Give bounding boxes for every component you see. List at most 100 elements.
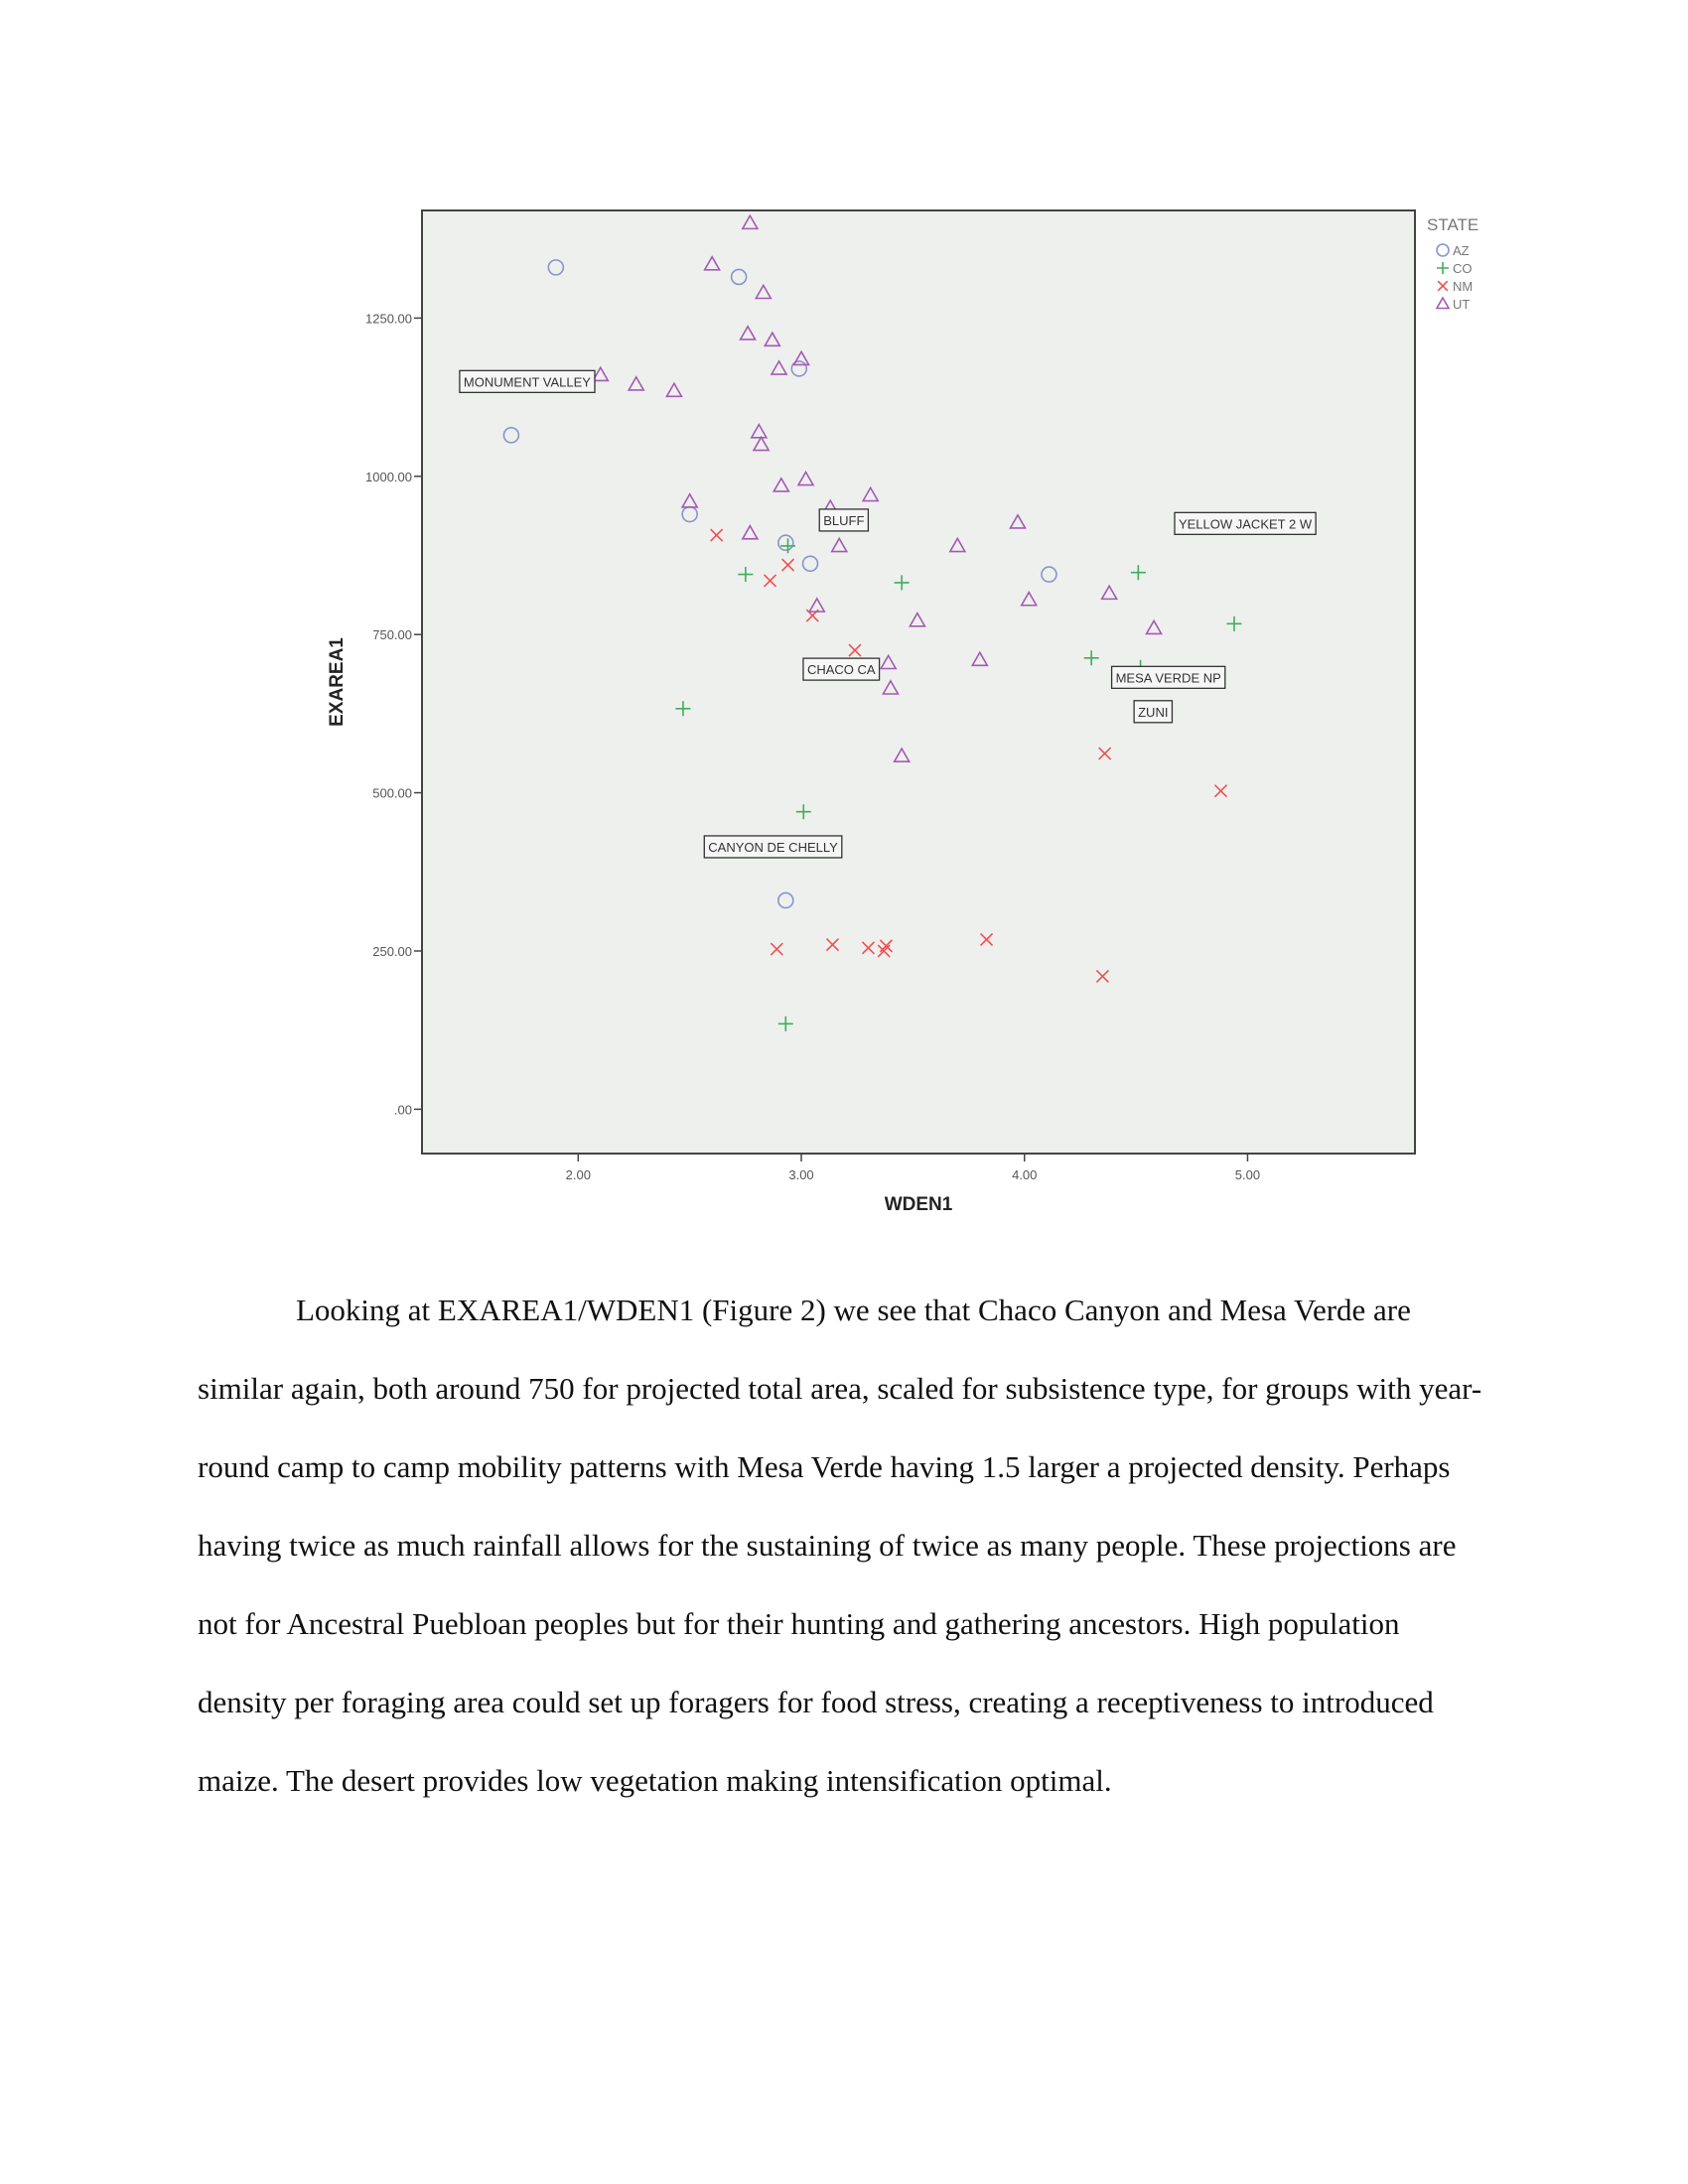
legend-marker-nm [1437,280,1449,292]
point-annotations: MONUMENT VALLEY BLUFF YELLOW JACKET 2 W CHA… [459,369,1317,859]
x-tick-label: 3.00 [788,1167,813,1182]
x-tick-label: 5.00 [1235,1167,1260,1182]
data-point-ut [807,597,826,613]
plot-area [421,209,1416,1155]
y-axis-label: EXAREA1 [327,637,348,727]
legend-label-co: CO [1453,261,1473,276]
x-axis-label: WDEN1 [885,1194,953,1215]
y-tick-label: 250.00 [372,944,412,959]
y-axis: .00 250.00 500.00 750.00 1000.00 1250.00 [365,311,422,1117]
data-point-ut [882,679,900,695]
data-point-ut [750,423,769,439]
annotation-text: MONUMENT VALLEY [464,374,591,389]
data-point-ut [741,524,760,540]
scatter-chart: .00 250.00 500.00 750.00 1000.00 1250.00 2.00… [327,209,1478,1215]
annotation-box [1133,700,1174,724]
data-point-co [1130,565,1146,581]
data-point-ut [1145,618,1163,635]
annotation-label: CHACO CA [802,657,881,681]
y-tick-label: 750.00 [372,627,412,642]
data-point-ut [741,213,760,230]
data-point-co [1226,615,1242,631]
data-point-nm [1095,969,1109,984]
data-point-ut [763,331,781,347]
data-point-ut [908,612,926,627]
data-point-co [777,1016,793,1031]
data-point-co [795,804,811,820]
data-point-ut [627,375,645,391]
annotation-label: ZUNI [1133,700,1174,724]
data-point-ut [1100,584,1119,601]
data-point-ut [830,536,849,553]
data-point-ut [772,477,790,492]
data-point-nm [710,528,724,542]
data-point-nm [879,939,893,953]
annotation-box [1110,665,1226,689]
body-paragraph: Looking at EXAREA1/WDEN1 (Figure 2) we s… [198,1293,1482,1798]
data-point-ut [770,359,788,375]
annotation-text: CANYON DE CHELLY [708,840,838,855]
annotation-label: BLUFF [818,508,870,532]
data-point-ut [893,747,912,763]
data-point-ut [1009,513,1027,529]
data-point-ut [861,485,880,502]
data-point-co [675,701,691,717]
data-point-nm [1098,747,1112,760]
data-point-ut [680,492,699,508]
data-point-nm [1213,784,1228,798]
data-point-co [738,567,754,583]
data-point-ut [752,435,771,452]
annotation-label: CANYON DE CHELLY [703,835,843,859]
y-tick-label: 1000.00 [365,470,412,484]
annotation-label: YELLOW JACKET 2 W [1174,511,1317,535]
data-point-ut [665,381,683,398]
data-point-nm [848,643,862,657]
data-point-nm [780,558,795,572]
data-point-ut [1020,591,1039,607]
legend-label-az: AZ [1453,243,1470,258]
data-point-az [502,427,520,444]
legend-title: STATE [1427,215,1478,234]
x-tick-label: 2.00 [566,1167,591,1182]
data-point-nm [763,574,777,588]
data-point-ut [879,653,898,670]
data-point-az [790,360,808,377]
annotation-text: BLUFF [823,513,864,528]
annotation-text: CHACO CA [807,662,876,677]
data-point-ut [739,325,757,341]
annotation-text: MESA VERDE NP [1116,670,1221,685]
annotation-box [459,369,596,393]
data-point-ut [703,255,722,271]
annotation-text: YELLOW JACKET 2 W [1179,516,1313,531]
annotation-box [703,835,843,859]
data-point-co [780,538,796,554]
data-point-az [730,268,748,286]
data-point-ut [796,470,815,486]
legend-marker-ut [1435,296,1451,310]
data-point-ut [970,650,989,667]
data-point-az [801,555,819,573]
data-point-az [547,259,565,276]
y-tick-label: .00 [394,1102,412,1117]
data-point-ut [591,365,610,382]
data-points [502,213,1242,1031]
data-point-nm [770,942,783,956]
y-tick-label: 500.00 [372,786,412,801]
data-point-ut [948,536,967,553]
data-point-az [776,534,794,552]
legend-marker-az [1436,243,1450,257]
data-point-az [1041,566,1057,583]
annotation-box [1174,511,1317,535]
annotation-box [802,657,881,681]
data-point-nm [979,932,994,947]
data-point-az [776,891,794,909]
legend-label-nm: NM [1453,279,1473,294]
data-point-co [894,575,910,591]
body-paragraph-container: Looking at EXAREA1/WDEN1 (Figure 2) we s… [198,1271,1488,1820]
annotation-label: MESA VERDE NP [1110,665,1226,689]
annotation-text: ZUNI [1138,705,1168,720]
y-tick-label: 1250.00 [365,311,412,326]
data-point-nm [861,941,876,955]
data-point-co [1083,650,1099,666]
legend: STATE AZ CO NM UT [1427,215,1478,312]
